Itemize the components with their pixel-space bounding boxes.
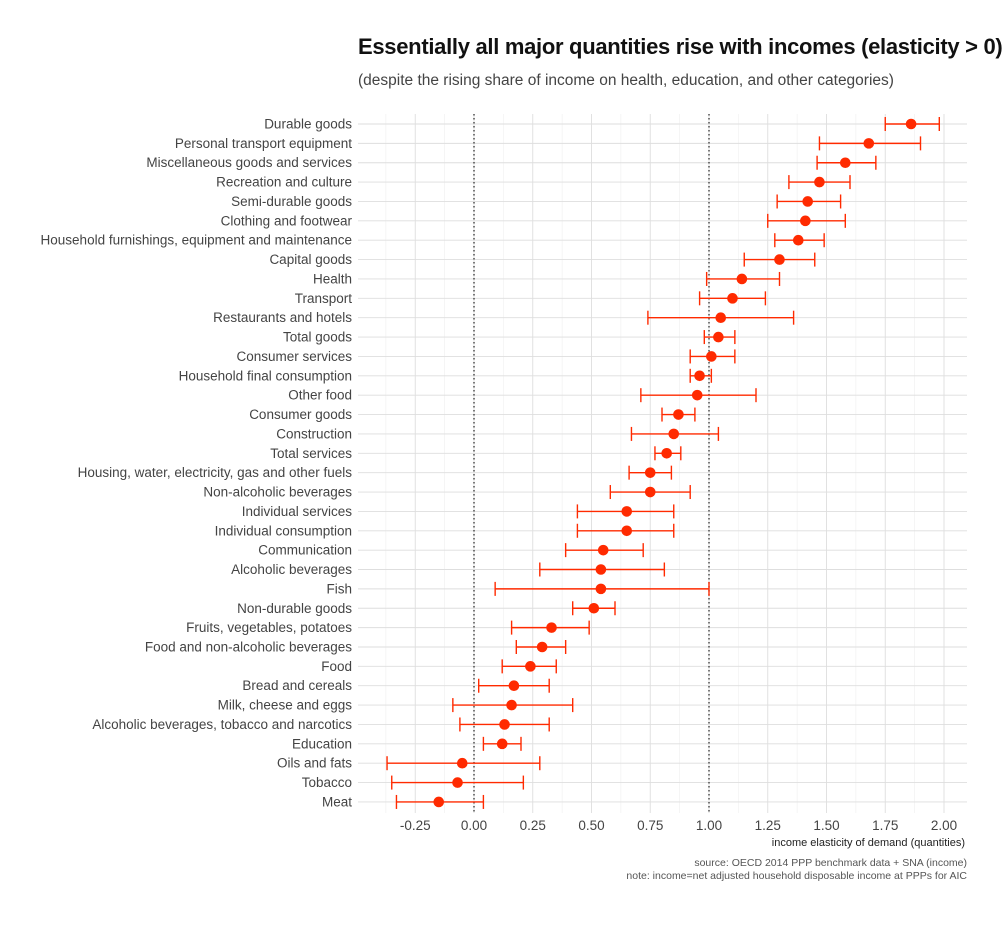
estimate-point: [863, 138, 875, 149]
category-label: Total services: [270, 446, 352, 461]
estimate-point: [499, 719, 510, 730]
category-label: Food and non-alcoholic beverages: [145, 639, 352, 654]
estimate-point: [452, 777, 463, 788]
estimate-point: [506, 699, 517, 711]
x-tick-label: 1.75: [872, 818, 898, 833]
category-label: Alcoholic beverages, tobacco and narcoti…: [92, 717, 352, 732]
source-note: source: OECD 2014 PPP benchmark data + S…: [694, 857, 967, 869]
category-label: Meat: [322, 794, 352, 809]
estimate-point: [673, 409, 684, 420]
x-tick-label: 0.50: [578, 818, 604, 833]
estimate-point: [814, 176, 825, 188]
x-tick-label: 0.25: [520, 818, 546, 833]
estimate-point: [713, 331, 724, 343]
estimate-point: [706, 351, 717, 362]
category-label: Clothing and footwear: [221, 213, 353, 228]
points: [433, 118, 917, 808]
estimate-point: [840, 157, 851, 169]
x-tick-labels: -0.25 0.00 0.25 0.50 0.75 1.00 1.25 1.50 1.75 2.0…: [400, 818, 957, 833]
category-label: Household final consumption: [179, 368, 352, 383]
estimate-point: [727, 293, 738, 304]
estimate-point: [588, 602, 600, 614]
x-tick-label: 2.00: [931, 818, 957, 833]
category-label: Individual services: [242, 504, 353, 519]
category-label: Recreation and culture: [216, 175, 352, 190]
estimate-point: [793, 234, 804, 246]
grid: [358, 114, 967, 813]
estimate-point: [644, 486, 656, 498]
estimate-point: [691, 389, 703, 401]
estimate-point: [802, 196, 813, 207]
category-label: Total goods: [283, 330, 352, 345]
estimate-point: [715, 312, 727, 324]
category-label: Communication: [258, 543, 352, 558]
estimate-point: [800, 215, 811, 227]
category-label: Tobacco: [302, 775, 352, 790]
x-tick-label: 1.25: [755, 818, 781, 833]
estimate-point: [736, 273, 748, 285]
category-label: Capital goods: [269, 252, 352, 267]
category-label: Fruits, vegetables, potatoes: [186, 620, 352, 635]
estimate-point: [496, 738, 508, 750]
reference-lines: [473, 114, 710, 813]
category-label: Personal transport equipment: [175, 136, 352, 151]
estimate-point: [525, 661, 536, 672]
estimate-point: [694, 370, 705, 382]
x-tick-label: 0.00: [461, 818, 487, 833]
x-tick-label: -0.25: [400, 818, 431, 833]
category-label: Transport: [295, 291, 353, 306]
category-label: Construction: [276, 426, 352, 441]
x-tick-label: 0.75: [637, 818, 663, 833]
category-label: Food: [321, 659, 352, 674]
category-label: Bread and cereals: [242, 678, 352, 693]
category-label: Other food: [288, 388, 352, 403]
category-label: Fish: [326, 581, 352, 596]
category-label: Housing, water, electricity, gas and oth…: [78, 465, 353, 480]
category-label: Miscellaneous goods and services: [146, 155, 352, 170]
category-label: Education: [292, 736, 352, 751]
category-label: Consumer goods: [249, 407, 352, 422]
estimate-point: [546, 622, 557, 633]
category-label: Individual consumption: [215, 523, 352, 538]
estimate-point: [456, 757, 468, 769]
estimate-point: [595, 583, 607, 595]
estimate-point: [597, 544, 609, 556]
category-label: Alcoholic beverages: [231, 562, 352, 577]
chart-subtitle: (despite the rising share of income on h…: [358, 72, 894, 89]
estimate-point: [433, 796, 445, 808]
category-label: Health: [313, 271, 352, 286]
estimate-point: [668, 428, 680, 440]
category-label: Consumer services: [236, 349, 352, 364]
category-label: Non-durable goods: [237, 601, 352, 616]
estimate-point: [661, 447, 672, 459]
income-note: note: income=net adjusted household disp…: [626, 870, 967, 882]
category-labels: Durable goods Personal transport equipmen…: [41, 117, 353, 810]
estimate-point: [644, 467, 656, 478]
category-label: Restaurants and hotels: [213, 310, 352, 325]
category-label: Milk, cheese and eggs: [218, 698, 353, 713]
category-label: Household furnishings, equipment and mai…: [41, 233, 352, 248]
category-label: Non-alcoholic beverages: [203, 485, 352, 500]
chart-title: Essentially all major quantities rise wi…: [358, 34, 1003, 59]
x-tick-label: 1.00: [696, 818, 722, 833]
estimate-point: [536, 641, 548, 653]
category-label: Durable goods: [264, 117, 352, 132]
estimate-point: [595, 564, 607, 575]
estimate-point: [774, 254, 785, 265]
estimate-point: [508, 680, 520, 692]
estimate-point: [905, 118, 917, 130]
estimate-point: [621, 525, 633, 537]
x-axis-title: income elasticity of demand (quantities): [772, 837, 965, 849]
x-tick-label: 1.50: [813, 818, 839, 833]
category-label: Oils and fats: [277, 756, 352, 771]
category-label: Semi-durable goods: [231, 194, 352, 209]
estimate-point: [621, 506, 633, 517]
